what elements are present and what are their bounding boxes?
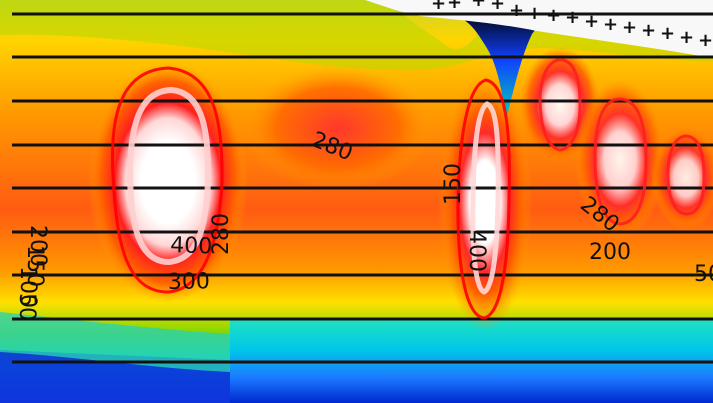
contour-far-right	[666, 134, 706, 216]
contour-label-200-left: 200	[25, 225, 50, 267]
surface-marker: +	[490, 0, 505, 14]
warm-anomaly-center	[243, 66, 433, 190]
contour-center-inner	[470, 101, 501, 295]
upper-green-wash	[0, 0, 713, 71]
surface-marker: +	[447, 0, 462, 13]
high-resistivity-anomaly-left	[88, 62, 248, 302]
surface-marker: +	[641, 20, 656, 41]
contour-label-50-left: 50	[14, 293, 39, 321]
contour-left-outer	[110, 66, 224, 294]
surface-marker: +	[679, 27, 694, 48]
cyan-transition-left	[0, 312, 230, 372]
contour-right-upper	[538, 58, 582, 152]
surface-marker: +	[431, 0, 446, 14]
contour-right-middle	[593, 97, 648, 226]
contour-left-inner	[126, 86, 212, 266]
contour-label-400-center: 400	[464, 230, 489, 272]
contour-label-150-left: 150	[22, 245, 47, 287]
surface-marker-group: +++++++++++++++	[431, 0, 713, 51]
surface-marker: +	[584, 11, 599, 32]
contour-label-100-left: 100	[15, 266, 40, 308]
high-resistivity-anomaly-far-right	[651, 126, 713, 230]
contour-label-150-center: 150	[441, 163, 466, 205]
near-surface-low-zone	[455, 10, 541, 120]
contour-label-50-right: 50	[694, 262, 713, 287]
contour-label-200-right: 200	[589, 240, 631, 265]
surface-marker: +	[660, 23, 675, 44]
contour-center-outer	[456, 78, 511, 320]
contour-label-300: 300	[168, 269, 210, 295]
surface-marker: +	[603, 14, 618, 35]
surface-marker: +	[509, 0, 524, 21]
contour-label-400: 400	[170, 233, 213, 259]
contour-label-280-left: 280	[209, 213, 234, 255]
surface-marker: +	[698, 30, 713, 51]
surface-marker: +	[471, 0, 486, 11]
surface-marker: +	[565, 7, 580, 28]
contour-lines	[110, 58, 706, 320]
surface-marker: +	[622, 17, 637, 38]
